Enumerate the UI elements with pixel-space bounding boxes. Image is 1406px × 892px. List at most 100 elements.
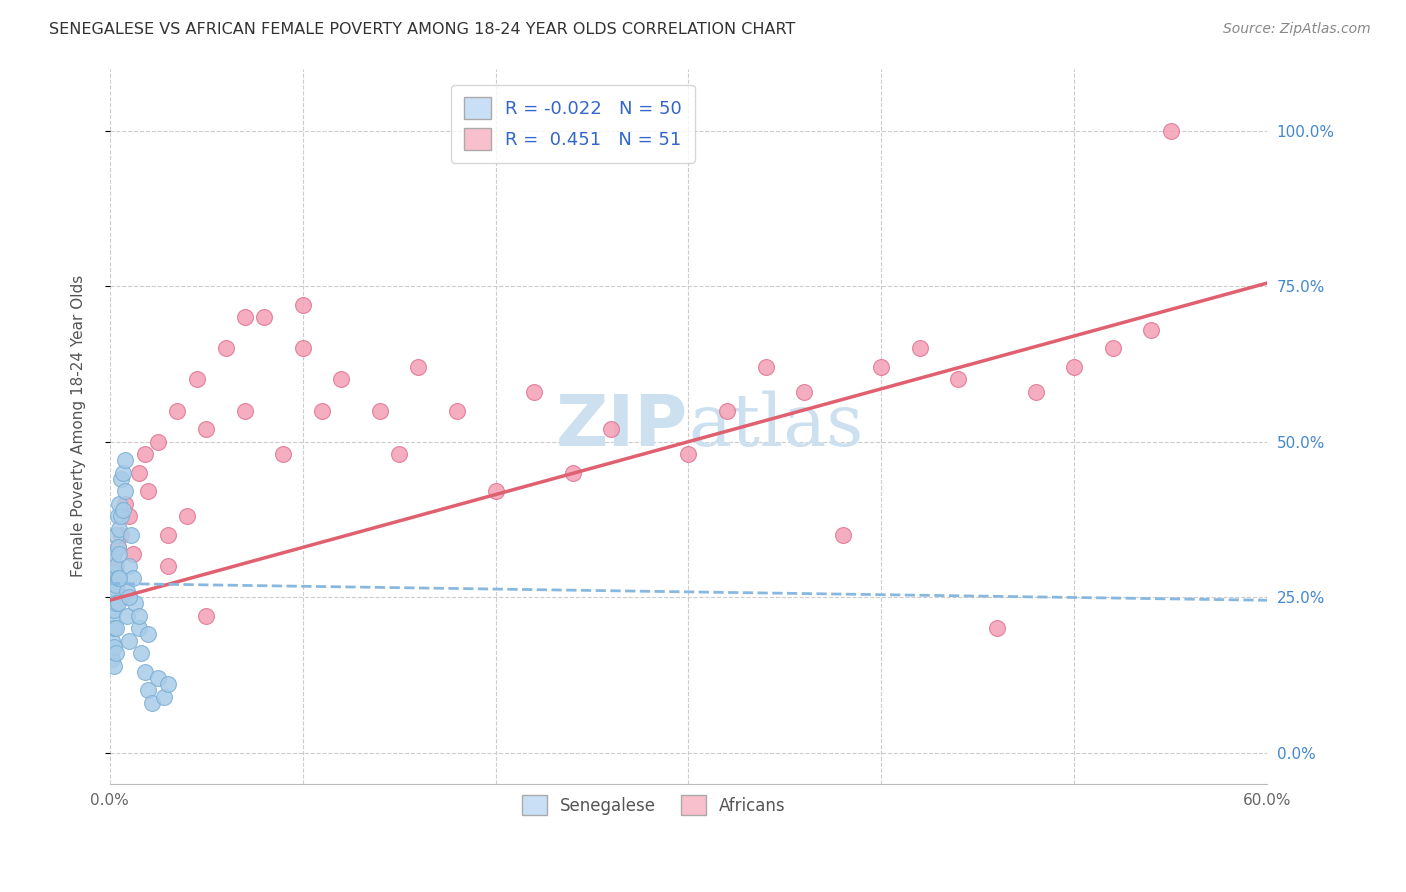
Point — [141, 696, 163, 710]
Point — [156, 677, 179, 691]
Point — [156, 559, 179, 574]
Point — [128, 608, 150, 623]
Point — [446, 403, 468, 417]
Text: Source: ZipAtlas.com: Source: ZipAtlas.com — [1223, 22, 1371, 37]
Point — [368, 403, 391, 417]
Point — [870, 359, 893, 374]
Point — [138, 484, 160, 499]
Point — [233, 403, 256, 417]
Point — [107, 541, 129, 555]
Point — [101, 590, 124, 604]
Point — [138, 683, 160, 698]
Point — [948, 372, 970, 386]
Point — [523, 384, 546, 399]
Point — [103, 602, 125, 616]
Point — [1063, 359, 1085, 374]
Point — [101, 652, 124, 666]
Point — [186, 372, 208, 386]
Point — [561, 466, 583, 480]
Point — [908, 342, 931, 356]
Point — [291, 342, 314, 356]
Text: atlas: atlas — [689, 391, 863, 461]
Point — [1140, 323, 1163, 337]
Point — [103, 640, 125, 654]
Point — [108, 522, 131, 536]
Point — [112, 590, 135, 604]
Point — [104, 578, 127, 592]
Point — [103, 566, 125, 580]
Point — [104, 528, 127, 542]
Point — [103, 583, 125, 598]
Point — [108, 547, 131, 561]
Text: SENEGALESE VS AFRICAN FEMALE POVERTY AMONG 18-24 YEAR OLDS CORRELATION CHART: SENEGALESE VS AFRICAN FEMALE POVERTY AMO… — [49, 22, 796, 37]
Point — [122, 572, 145, 586]
Point — [831, 528, 853, 542]
Text: ZIP: ZIP — [557, 392, 689, 460]
Point — [120, 528, 142, 542]
Point — [1160, 124, 1182, 138]
Point — [118, 509, 141, 524]
Point — [118, 559, 141, 574]
Point — [986, 621, 1008, 635]
Point — [101, 572, 124, 586]
Point — [138, 627, 160, 641]
Point — [110, 472, 132, 486]
Point — [118, 590, 141, 604]
Point — [110, 509, 132, 524]
Point — [103, 658, 125, 673]
Point — [110, 528, 132, 542]
Point — [600, 422, 623, 436]
Point — [108, 572, 131, 586]
Point — [101, 608, 124, 623]
Point — [107, 596, 129, 610]
Point — [114, 484, 136, 499]
Point — [107, 541, 129, 555]
Point — [311, 403, 333, 417]
Point — [115, 608, 138, 623]
Point — [388, 447, 411, 461]
Point — [108, 572, 131, 586]
Point — [104, 621, 127, 635]
Point — [408, 359, 430, 374]
Point — [108, 497, 131, 511]
Point — [103, 559, 125, 574]
Point — [122, 547, 145, 561]
Point — [129, 646, 152, 660]
Legend: Senegalese, Africans: Senegalese, Africans — [512, 785, 796, 825]
Point — [103, 621, 125, 635]
Point — [195, 422, 218, 436]
Point — [153, 690, 176, 704]
Point — [128, 466, 150, 480]
Point — [484, 484, 506, 499]
Point — [101, 633, 124, 648]
Point — [330, 372, 353, 386]
Point — [1025, 384, 1047, 399]
Point — [118, 633, 141, 648]
Point — [233, 310, 256, 325]
Point — [115, 583, 138, 598]
Point — [166, 403, 188, 417]
Point — [253, 310, 276, 325]
Point — [156, 528, 179, 542]
Point — [678, 447, 700, 461]
Point — [104, 596, 127, 610]
Point — [104, 559, 127, 574]
Point — [104, 578, 127, 592]
Point — [107, 509, 129, 524]
Point — [146, 671, 169, 685]
Point — [146, 434, 169, 449]
Point — [755, 359, 778, 374]
Point — [114, 453, 136, 467]
Point — [716, 403, 738, 417]
Point — [112, 466, 135, 480]
Point — [104, 646, 127, 660]
Point — [195, 608, 218, 623]
Point — [176, 509, 198, 524]
Point — [114, 497, 136, 511]
Point — [112, 503, 135, 517]
Point — [134, 447, 156, 461]
Point — [1101, 342, 1123, 356]
Point — [793, 384, 815, 399]
Y-axis label: Female Poverty Among 18-24 Year Olds: Female Poverty Among 18-24 Year Olds — [72, 275, 86, 577]
Point — [134, 665, 156, 679]
